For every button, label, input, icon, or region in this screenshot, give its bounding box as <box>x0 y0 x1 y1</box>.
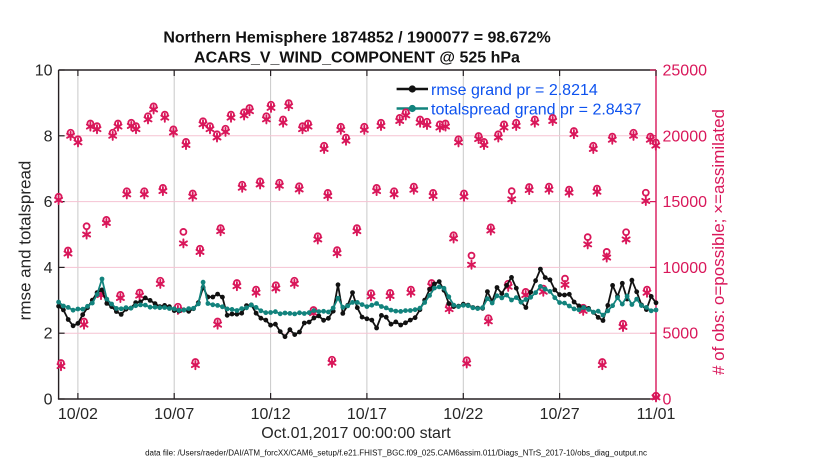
svg-text:10/02: 10/02 <box>58 406 98 423</box>
svg-text:ACARS_V_WIND_COMPONENT @ 525 h: ACARS_V_WIND_COMPONENT @ 525 hPa <box>194 50 520 67</box>
svg-text:11/01: 11/01 <box>637 406 676 423</box>
svg-text:Oct.01,2017 00:00:00 start: Oct.01,2017 00:00:00 start <box>261 425 451 442</box>
svg-text:10/27: 10/27 <box>540 406 580 423</box>
svg-text:6: 6 <box>44 194 53 211</box>
svg-text:5000: 5000 <box>663 326 699 343</box>
svg-text:10/12: 10/12 <box>251 406 291 423</box>
svg-text:20000: 20000 <box>663 128 708 145</box>
svg-text:0: 0 <box>44 392 53 409</box>
svg-text:10/22: 10/22 <box>443 406 483 423</box>
svg-text:10: 10 <box>35 63 53 80</box>
svg-text:rmse and totalspread: rmse and totalspread <box>16 161 35 321</box>
svg-text:rmse grand pr = 2.8214: rmse grand pr = 2.8214 <box>431 82 598 99</box>
svg-text:Northern Hemisphere 1874852 /: Northern Hemisphere 1874852 / 1900077 = … <box>163 30 550 47</box>
svg-text:10/17: 10/17 <box>347 406 387 423</box>
svg-text:2: 2 <box>44 326 53 343</box>
svg-text:data file: /Users/raeder/DAI/A: data file: /Users/raeder/DAI/ATM_forcXX/… <box>145 449 647 458</box>
svg-text:15000: 15000 <box>663 194 708 211</box>
svg-text:8: 8 <box>44 128 53 145</box>
svg-text:0: 0 <box>663 392 672 409</box>
svg-text:10000: 10000 <box>663 260 708 277</box>
svg-text:10/07: 10/07 <box>154 406 194 423</box>
svg-text:totalspread grand pr = 2.8437: totalspread grand pr = 2.8437 <box>431 101 641 118</box>
svg-text:4: 4 <box>44 260 53 277</box>
svg-text:25000: 25000 <box>663 63 708 80</box>
svg-text:# of obs: o=possible; ×=assimi: # of obs: o=possible; ×=assimilated <box>709 109 728 375</box>
